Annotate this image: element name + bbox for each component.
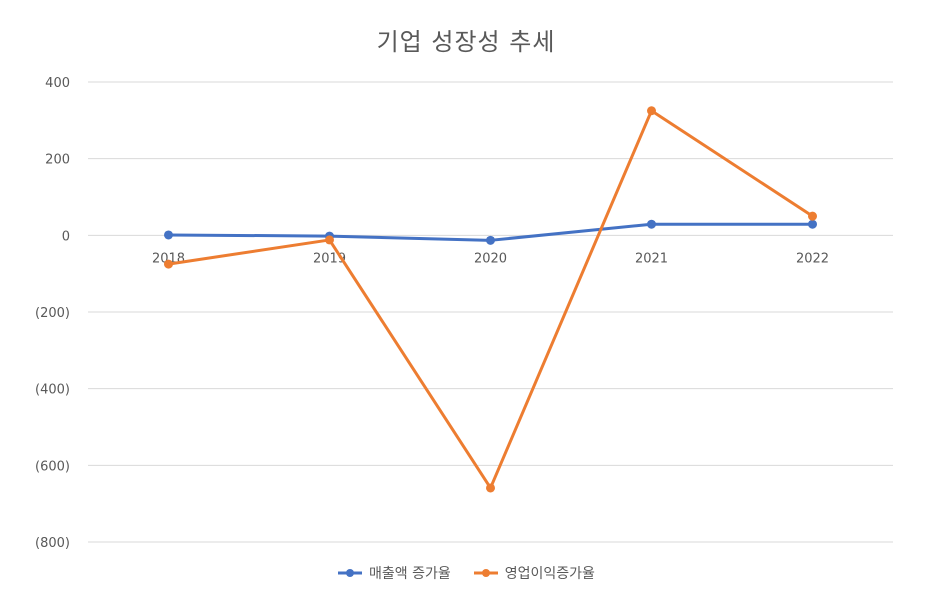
y-tick-label: (800) [35, 536, 70, 551]
chart-title: 기업 성장성 추세 [376, 28, 556, 56]
data-point-2 [647, 106, 656, 116]
y-tick-label: 400 [45, 76, 70, 91]
data-point-2 [164, 259, 173, 269]
legend-swatch [338, 569, 363, 577]
legend-swatch [473, 569, 498, 577]
y-tick-label: 0 [62, 229, 70, 244]
y-tick-label: (400) [35, 383, 70, 398]
y-tick-label: 200 [45, 153, 70, 168]
data-point-1 [486, 235, 495, 245]
series-line-2 [167, 109, 814, 490]
y-tick-label: (600) [35, 459, 70, 474]
legend-item-1: 매출액 증가율 [337, 563, 451, 583]
y-tick-label: (200) [35, 306, 70, 321]
chart-legend: 매출액 증가율 영업이익증가율 [0, 563, 932, 583]
legend-label: 매출액 증가율 [369, 566, 451, 582]
data-point-2 [486, 483, 495, 493]
x-tick-label: 2022 [796, 251, 829, 266]
data-point-1 [647, 219, 656, 229]
x-tick-label: 2021 [635, 251, 668, 266]
data-point-1 [164, 230, 173, 240]
data-point-2 [325, 235, 334, 245]
data-point-2 [808, 211, 817, 221]
x-tick-label: 2020 [474, 251, 507, 266]
data-point-1 [808, 219, 817, 229]
legend-label: 영업이익증가율 [504, 566, 595, 582]
legend-item-2: 영업이익증가율 [473, 563, 595, 583]
